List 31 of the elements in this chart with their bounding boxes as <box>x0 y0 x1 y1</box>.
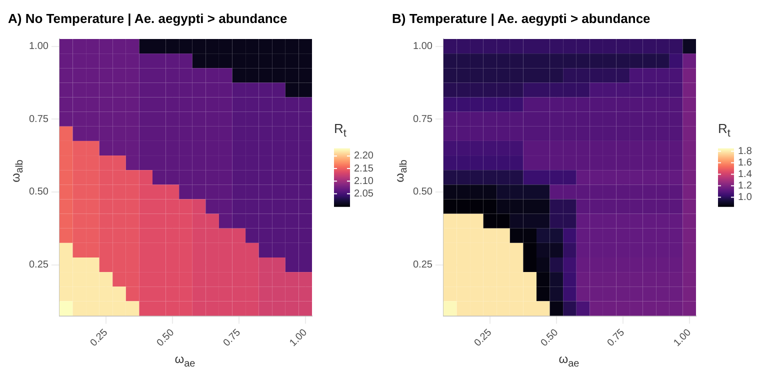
x-tick-label: 0.75 <box>221 326 244 349</box>
chart-title: A) No Temperature | Ae. aegypti > abundance <box>8 10 288 28</box>
color-bar-label: 2.05 <box>354 188 374 200</box>
color-bar-label: 1.8 <box>738 146 752 157</box>
y-tick-label: 0.25 <box>412 260 433 271</box>
x-tick-label: 0.50 <box>538 326 561 349</box>
y-tick-label: 0.50 <box>28 186 49 198</box>
color-bar-label: 2.15 <box>354 163 374 174</box>
y-tick-label: 0.75 <box>412 114 433 125</box>
color-bar-label: 1.2 <box>738 180 752 192</box>
y-tick-label: 0.50 <box>412 186 433 198</box>
x-tick-label: 1.00 <box>288 326 310 349</box>
color-bar-label: 2.10 <box>354 176 374 187</box>
chart-title: B) Temperature | Ae. aegypti > abundance <box>392 10 652 28</box>
y-tick-label: 1.00 <box>28 41 49 52</box>
color-bar-label: 1.4 <box>738 168 752 180</box>
x-tick-label: 0.25 <box>472 326 494 349</box>
color-bar-label: 1.6 <box>738 157 752 168</box>
color-bar-label: 1.0 <box>738 192 752 203</box>
x-tick-label: 0.25 <box>88 326 110 349</box>
x-tick-label: 0.75 <box>605 326 628 349</box>
x-axis-title: ω$_{ae}$ <box>174 352 196 370</box>
y-tick-label: 0.75 <box>28 114 49 125</box>
x-axis-title: ω$_{ae}$ <box>558 352 580 370</box>
color-bar-title: R$_{t}$ <box>334 121 346 140</box>
x-tick-label: 1.00 <box>672 326 694 349</box>
color-bar-title: R$_{t}$ <box>718 121 730 140</box>
color-bar-label: 2.20 <box>354 150 374 162</box>
x-tick-label: 0.50 <box>154 326 177 349</box>
y-tick-label: 0.25 <box>28 260 49 271</box>
y-tick-label: 1.00 <box>412 41 433 52</box>
